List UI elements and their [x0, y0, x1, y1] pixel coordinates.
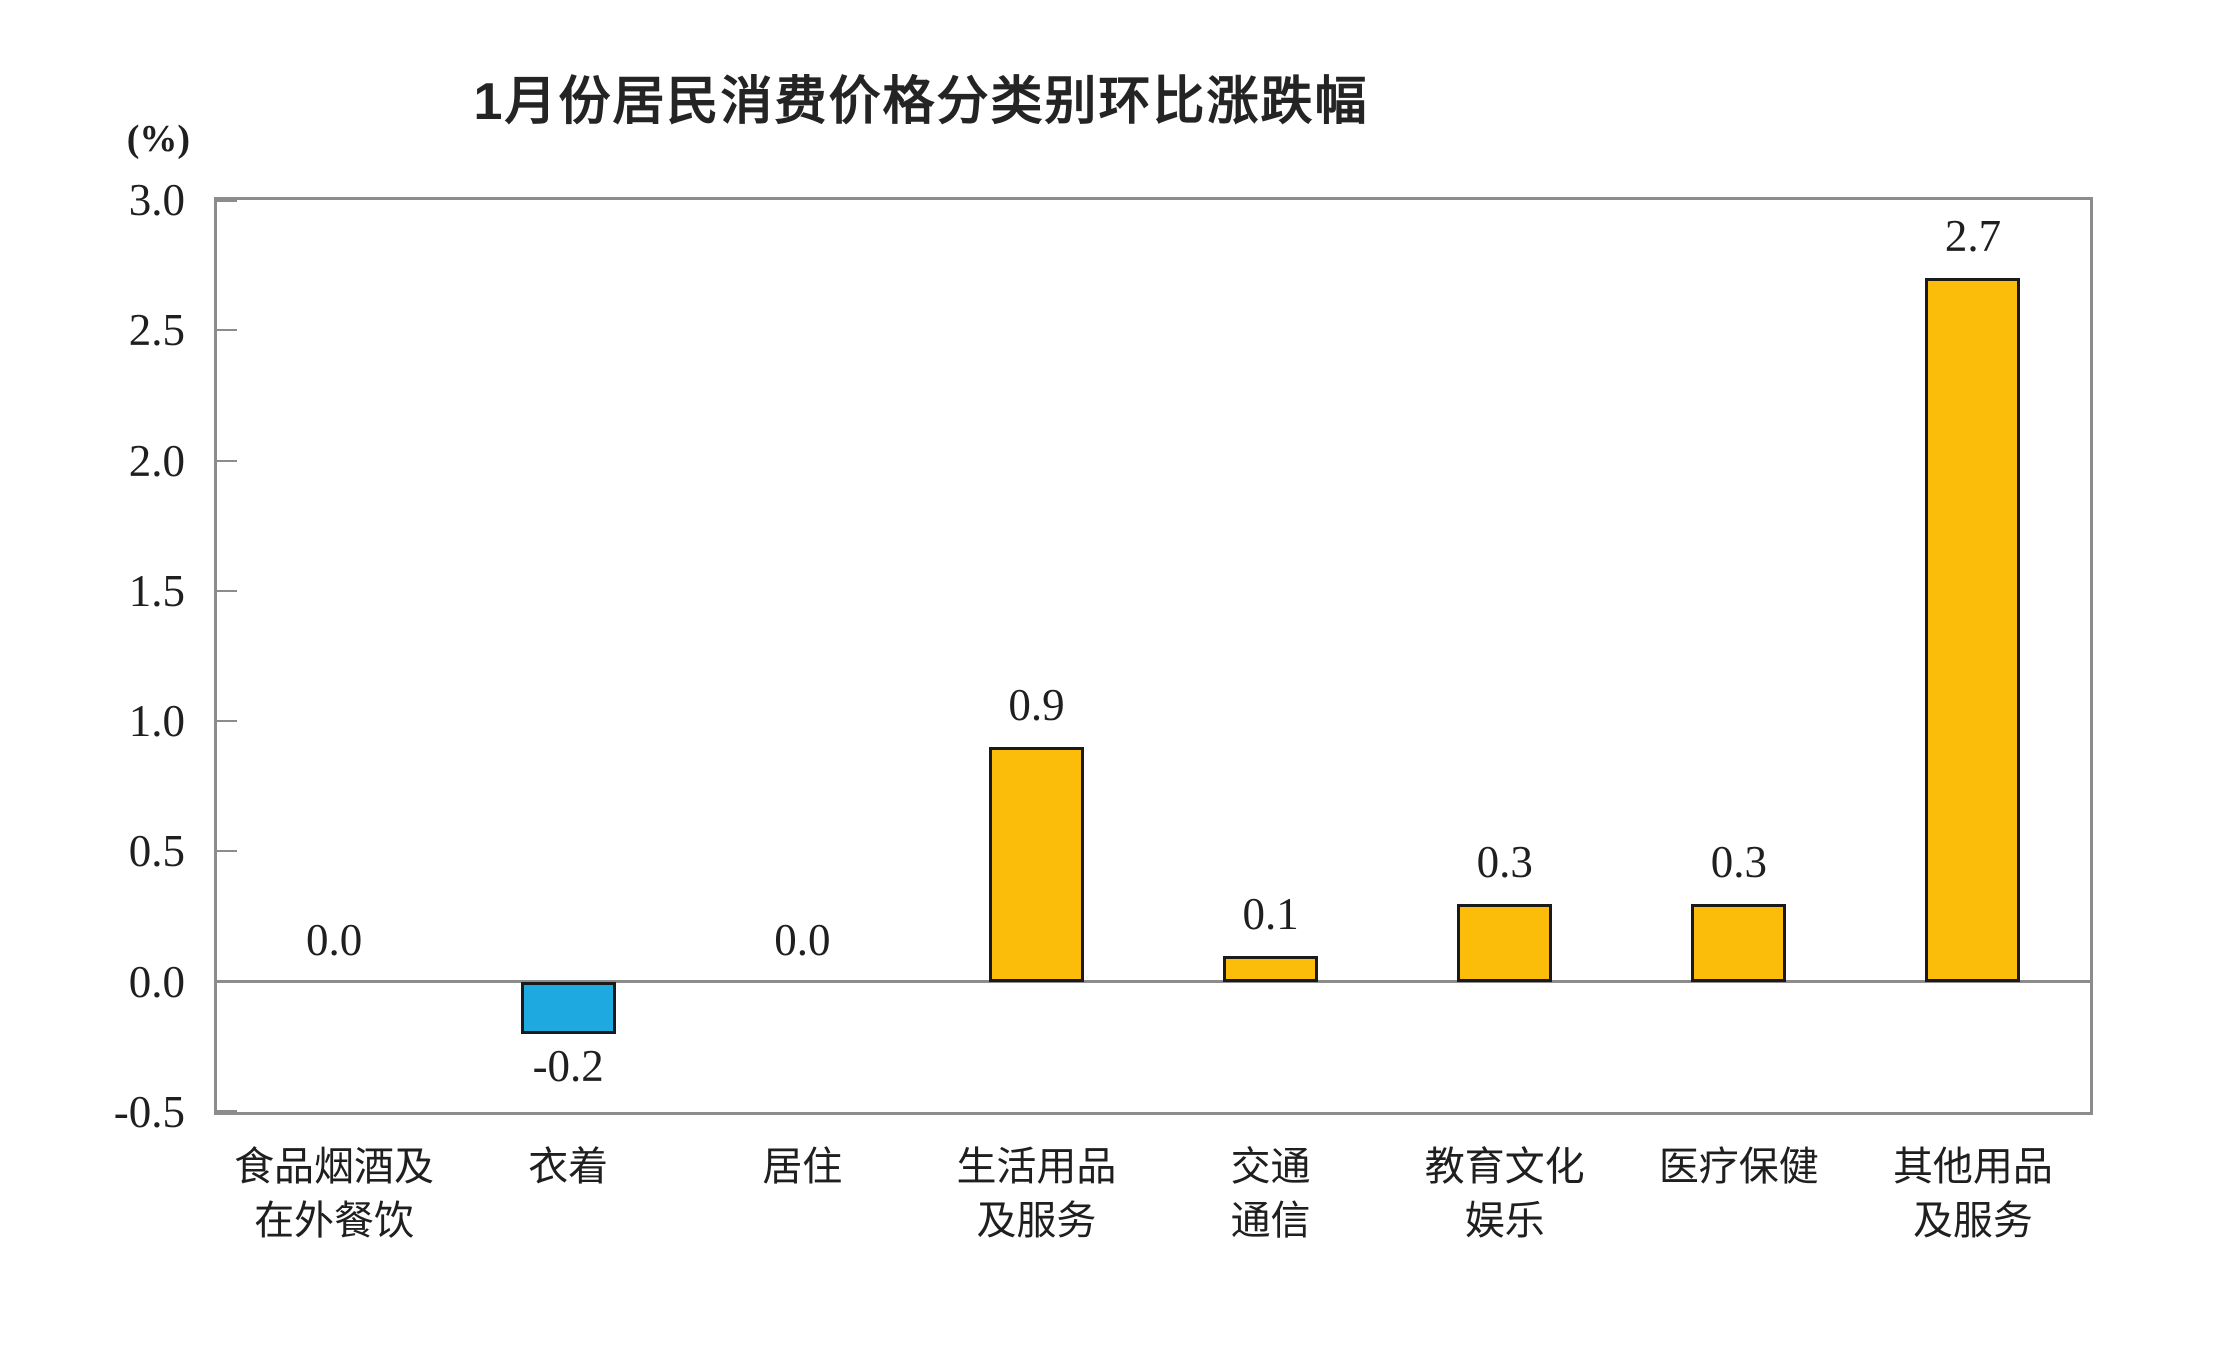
bar-value-label: 0.1 — [1242, 888, 1299, 939]
category-label-4: 生活用品 及服务 — [866, 1140, 1206, 1248]
category-label-line: 娱乐 — [1464, 1198, 1545, 1243]
category-label-8: 其他用品 及服务 — [1803, 1140, 2143, 1248]
category-label-7: 医疗保健 — [1569, 1140, 1909, 1194]
y-tick-label: -0.5 — [113, 1087, 185, 1137]
category-label-1: 食品烟酒及 在外餐饮 — [164, 1140, 504, 1248]
y-tick-mark — [217, 720, 237, 723]
category-label-3: 居住 — [632, 1140, 972, 1194]
y-tick-label: 1.5 — [128, 565, 185, 616]
category-label-line: 教育文化 — [1424, 1144, 1585, 1189]
bar-value-label: -0.2 — [532, 1040, 604, 1091]
category-label-2: 衣着 — [398, 1140, 738, 1194]
bar-value-label: 0.9 — [1008, 680, 1065, 731]
bar-7 — [1691, 903, 1787, 982]
chart-title: 1月份居民消费价格分类别环比涨跌幅 — [473, 73, 1369, 131]
y-tick-label: 2.5 — [128, 305, 185, 356]
category-label-line: 交通 — [1230, 1144, 1311, 1189]
category-label-line: 在外餐饮 — [254, 1198, 415, 1243]
y-axis-unit-label: (%) — [126, 118, 190, 160]
bar-2 — [520, 981, 616, 1034]
category-label-line: 居住 — [762, 1144, 843, 1189]
y-tick-label: 3.0 — [128, 175, 185, 225]
y-tick-mark — [217, 459, 237, 462]
y-tick-label: 0.0 — [128, 956, 185, 1007]
y-tick-mark — [217, 589, 237, 592]
category-label-line: 通信 — [1230, 1198, 1311, 1243]
y-tick-label: 0.5 — [128, 826, 185, 877]
y-tick-mark — [217, 329, 237, 332]
bar-value-label: 0.3 — [1710, 836, 1767, 887]
zero-axis-line — [217, 980, 2090, 984]
y-tick-mark — [217, 1110, 237, 1112]
category-label-line: 其他用品 — [1892, 1144, 2053, 1189]
category-label-line: 及服务 — [976, 1198, 1097, 1243]
y-tick-label: 2.0 — [128, 435, 185, 486]
bar-value-label: 0.3 — [1476, 836, 1533, 887]
category-label-line: 及服务 — [1912, 1198, 2033, 1243]
category-label-6: 教育文化 娱乐 — [1335, 1140, 1675, 1248]
bar-value-label: 0.0 — [305, 914, 363, 965]
category-label-line: 衣着 — [528, 1144, 609, 1189]
category-label-line: 食品烟酒及 — [234, 1144, 435, 1189]
category-label-line: 医疗保健 — [1658, 1144, 1819, 1189]
y-tick-mark — [217, 200, 237, 202]
bar-8 — [1925, 278, 2021, 982]
y-tick-label: 1.0 — [128, 696, 185, 747]
bar-6 — [1457, 903, 1553, 982]
bar-value-label: 0.0 — [774, 914, 831, 965]
category-label-line: 生活用品 — [956, 1144, 1117, 1189]
bar-4 — [988, 747, 1084, 982]
bar-value-label: 2.7 — [1944, 211, 2002, 262]
plot-area: 0.0 -0.2 0.0 0.9 0.1 0.3 0.3 2.7 — [214, 197, 2093, 1115]
bar-5 — [1223, 955, 1319, 982]
y-tick-mark — [217, 850, 237, 853]
category-label-5: 交通 通信 — [1101, 1140, 1441, 1248]
